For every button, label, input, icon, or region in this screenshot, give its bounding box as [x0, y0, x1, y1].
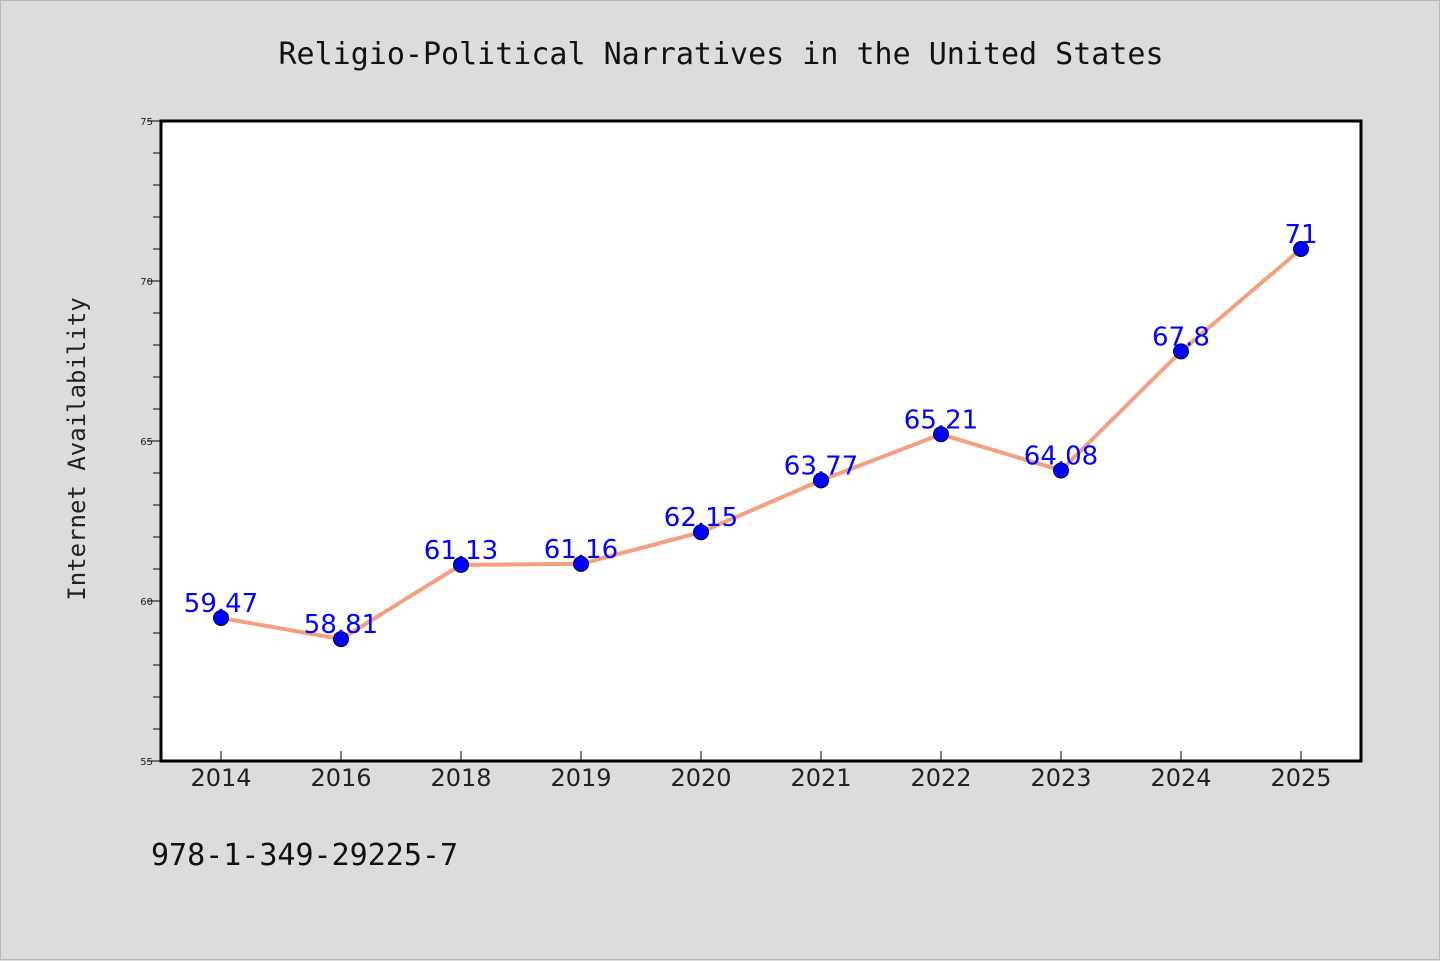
data-label: 61.16: [544, 535, 618, 565]
data-label: 63.77: [784, 451, 858, 481]
data-point: [813, 472, 829, 489]
plot-area: [159, 119, 1363, 763]
data-label: 71: [1284, 220, 1317, 250]
x-tick-label: 2020: [670, 764, 731, 792]
data-point: [933, 426, 949, 443]
data-label: 62.15: [664, 503, 738, 533]
x-tick-label: 2024: [1150, 764, 1211, 792]
chart-title: Religio-Political Narratives in the Unit…: [278, 37, 1163, 72]
data-label: 58.81: [304, 610, 378, 640]
y-tick-label: 75: [140, 117, 153, 128]
data-label: 59.47: [184, 589, 258, 619]
y-tick-label: 55: [140, 757, 153, 768]
data-point: [1293, 241, 1309, 257]
data-label: 61.13: [424, 536, 498, 566]
data-point: [573, 555, 589, 572]
data-label: 65.21: [904, 405, 978, 435]
x-tick-label: 2014: [190, 764, 251, 792]
series-line: [219, 247, 1303, 642]
y-axis-label: Internet Availability: [63, 297, 91, 600]
data-point: [333, 631, 349, 648]
x-tick-label: 2016: [310, 764, 371, 792]
data-label: 67.8: [1152, 322, 1210, 352]
x-tick-label: 2023: [1030, 764, 1091, 792]
y-tick-label: 65: [140, 437, 153, 448]
x-tick-label: 2022: [910, 764, 971, 792]
data-point: [1053, 462, 1069, 479]
isbn-footer: 978-1-349-29225-7: [151, 838, 458, 873]
data-labels: 59.47 58.81 61.13 61.16 62.15 63.77 65.21 64.08…: [184, 220, 1318, 640]
data-markers: [213, 241, 1309, 648]
x-tick-label: 2019: [550, 764, 611, 792]
data-point: [213, 609, 229, 626]
y-tick-label: 70: [140, 277, 153, 288]
x-axis-ticks: 2014 2016 2018 2019 2020 2021 2022 2023 2024 2025: [190, 751, 1332, 792]
data-label: 64.08: [1024, 441, 1098, 471]
data-point: [693, 524, 709, 541]
y-tick-label: 60: [140, 597, 153, 608]
data-point: [453, 556, 469, 573]
series-line-group: [219, 247, 1303, 642]
x-tick-label: 2025: [1270, 764, 1331, 792]
x-tick-label: 2018: [430, 764, 491, 792]
data-point: [1173, 343, 1189, 360]
y-axis-ticks: 55 60 65 70 75: [140, 117, 161, 768]
x-tick-label: 2021: [790, 764, 851, 792]
